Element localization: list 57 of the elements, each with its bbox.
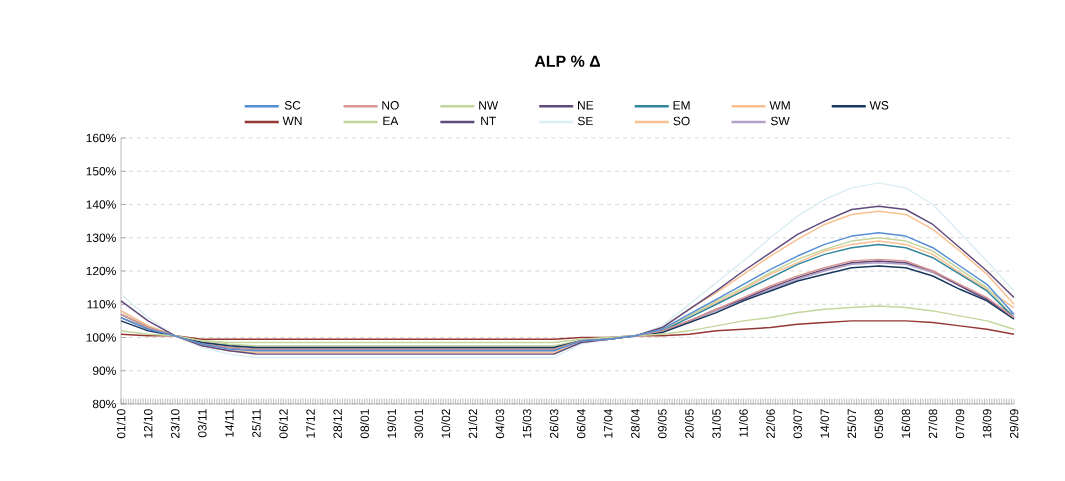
x-tick-label: 31/05 [711,409,721,439]
x-tick-label: 16/08 [901,409,911,438]
y-tick-label: 80% [92,399,116,409]
x-tick-label: 22/06 [766,409,775,439]
x-tick-label: 26/03 [549,409,559,439]
x-tick-label: 06/04 [576,409,586,439]
x-tick-label: 03/11 [197,409,207,438]
x-tick-label: 06/12 [278,409,288,439]
x-tick-label: 15/03 [522,409,532,438]
legend-label: SW [770,116,790,126]
x-tick-label: 08/01 [360,409,369,439]
x-tick-label: 17/12 [306,409,315,438]
y-tick-label: 150% [86,167,116,176]
y-tick-label: 130% [86,233,116,242]
x-tick-label: 25/07 [847,409,857,439]
x-tick-label: 20/05 [684,409,694,439]
y-tick-label: 100% [86,333,116,342]
legend-label: WM [769,101,790,110]
x-tick-label: 14/07 [820,409,829,438]
legend-label: NO [382,101,399,110]
x-tick-label: 28/04 [630,409,640,439]
x-tick-label: 27/08 [928,409,938,439]
y-tick-label: 90% [92,366,116,375]
y-tick-label: 160% [86,133,116,143]
x-tick-label: 28/12 [333,409,342,439]
legend-label: NT [481,116,496,126]
x-tick-label: 07/09 [955,409,965,439]
y-tick-label: 120% [86,266,116,276]
legend-label: SC [284,101,301,110]
legend-label: SO [673,116,690,126]
legend-label: NE [578,101,594,110]
legend-label: WS [869,101,889,110]
legend-label: SE [577,116,593,126]
x-tick-label: 05/08 [874,409,884,439]
x-tick-label: 18/09 [982,409,992,438]
chart-title: ALP % Δ [534,55,601,67]
y-tick-label: 110% [87,300,116,309]
legend-label: EA [383,116,399,126]
legend-label: NW [479,101,499,110]
x-tick-label: 19/01 [387,409,397,438]
x-tick-label: 25/11 [251,409,261,438]
x-tick-label: 09/05 [657,409,667,439]
x-tick-label: 29/09 [1009,409,1019,439]
x-tick-label: 23/10 [170,409,180,439]
x-tick-label: 01/10 [116,409,126,439]
x-tick-label: 11/06 [739,409,748,437]
x-tick-label: 30/01 [414,409,424,439]
x-tick-label: 03/07 [793,409,802,439]
legend-label: WN [282,116,302,126]
x-tick-label: 04/03 [495,409,505,439]
x-tick-label: 21/02 [468,409,478,439]
x-tick-label: 10/02 [441,409,451,438]
legend-label: EM [673,101,690,110]
x-tick-label: 17/04 [603,409,613,438]
x-tick-label: 12/10 [143,409,153,438]
y-tick-label: 140% [86,200,116,209]
x-tick-label: 14/11 [224,409,234,437]
